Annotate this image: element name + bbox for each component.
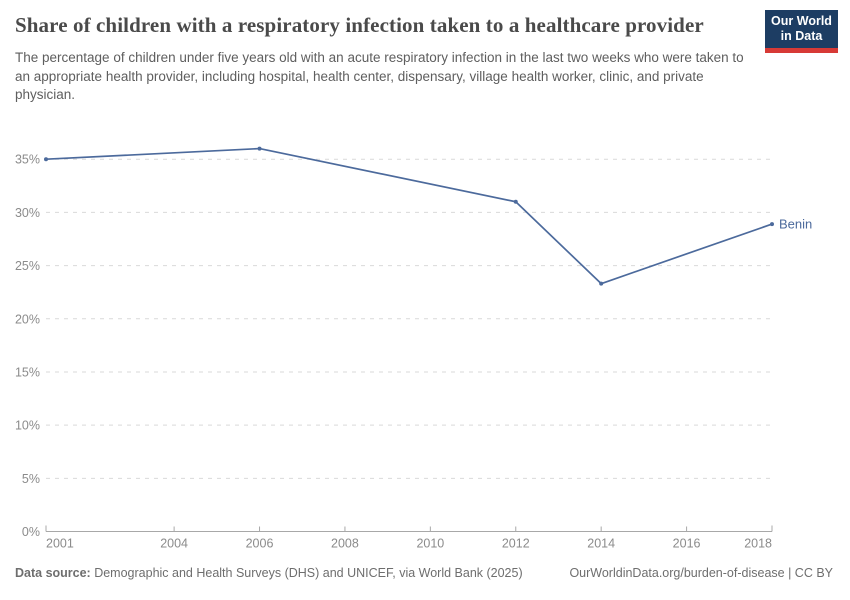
y-axis-tick-label: 20% bbox=[15, 312, 40, 326]
data-point[interactable] bbox=[257, 146, 262, 151]
chart-footer: Data source: Demographic and Health Surv… bbox=[15, 566, 833, 580]
y-axis-tick-label: 25% bbox=[15, 259, 40, 273]
data-point[interactable] bbox=[44, 157, 48, 162]
x-axis-tick-label: 2004 bbox=[160, 537, 188, 551]
y-axis-tick-label: 35% bbox=[15, 153, 40, 167]
x-axis-tick-label: 2018 bbox=[744, 537, 772, 551]
series-end-label: Benin bbox=[779, 217, 812, 232]
y-axis-tick-label: 15% bbox=[15, 365, 40, 379]
line-chart[interactable]: 0% 5% 10% 15% 20% 25% 30% 35% 2001 2004 2006 2008 20… bbox=[0, 140, 850, 560]
chart-subtitle: The percentage of children under five ye… bbox=[15, 50, 744, 102]
series-line-benin[interactable] bbox=[45, 147, 773, 285]
owid-link[interactable]: OurWorldinData.org/burden-of-disease | C… bbox=[569, 566, 833, 580]
chart-header: Share of children with a respiratory inf… bbox=[15, 12, 755, 104]
x-axis-tick-label: 2006 bbox=[246, 537, 274, 551]
data-source-value: Demographic and Health Surveys (DHS) and… bbox=[90, 566, 523, 580]
data-point[interactable] bbox=[770, 222, 774, 227]
data-point[interactable] bbox=[513, 199, 518, 204]
y-axis-tick-label: 0% bbox=[22, 525, 40, 539]
x-axis-tick-label: 2016 bbox=[673, 537, 701, 551]
y-axis-tick-label: 30% bbox=[15, 206, 40, 220]
y-axis-tick-label: 10% bbox=[15, 419, 40, 433]
page-title: Share of children with a respiratory inf… bbox=[15, 13, 704, 37]
x-axis-tick-label: 2008 bbox=[331, 537, 359, 551]
x-axis-tick-label: 2010 bbox=[416, 537, 444, 551]
x-axis-tick-label: 2012 bbox=[502, 537, 530, 551]
y-axis-tick-label: 5% bbox=[22, 472, 40, 486]
data-source-label: Data source: bbox=[15, 566, 91, 580]
x-axis-tick-label: 2001 bbox=[46, 537, 74, 551]
owid-logo[interactable]: Our World in Data bbox=[765, 10, 838, 53]
logo-line2: in Data bbox=[780, 29, 823, 43]
data-point[interactable] bbox=[599, 281, 604, 286]
x-axis-tick-label: 2014 bbox=[587, 537, 615, 551]
logo-line1: Our World bbox=[771, 14, 832, 29]
data-source: Data source: Demographic and Health Surv… bbox=[15, 566, 523, 580]
